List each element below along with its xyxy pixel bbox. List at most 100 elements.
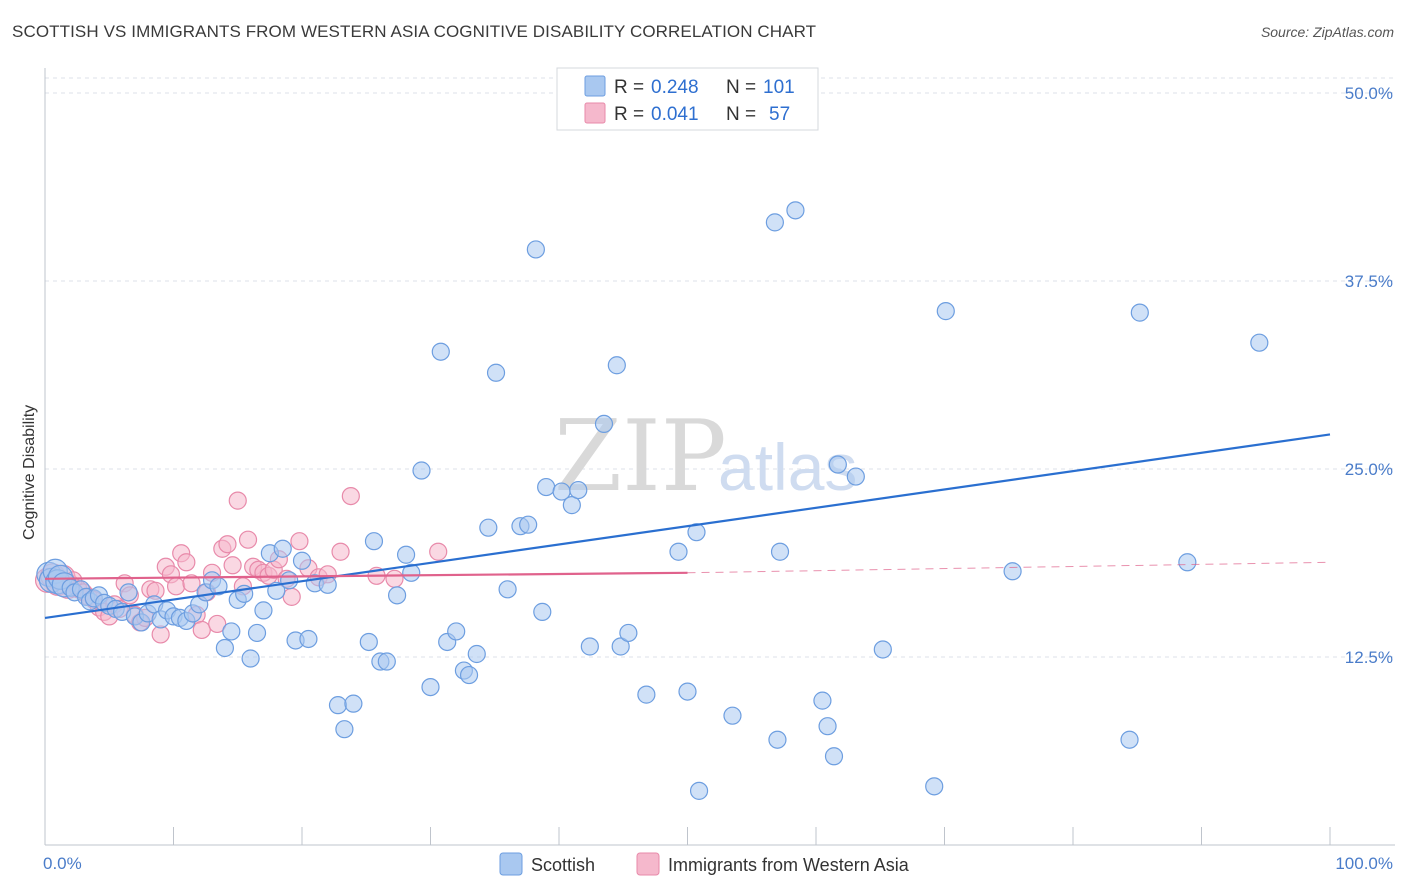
chart-title: SCOTTISH VS IMMIGRANTS FROM WESTERN ASIA… [12, 22, 817, 41]
scottish-point-88 [723, 706, 742, 725]
scottish-point-94 [818, 717, 837, 736]
scottish-point-42 [280, 571, 299, 590]
watermark: ZIP atlas [554, 400, 857, 514]
western-asia-point-25 [166, 577, 186, 596]
scottish-point-52 [364, 532, 384, 551]
scottish-point-54 [377, 652, 396, 671]
legend-r-label-scottish: R = [614, 77, 644, 98]
scottish-point-56 [396, 545, 416, 564]
western-asia-point-36 [223, 556, 242, 575]
scottish-point-58 [412, 461, 431, 480]
scottish-point-93 [813, 691, 832, 710]
western-asia-point-30 [192, 620, 211, 640]
scottish-point-75 [562, 496, 581, 515]
scottish-point-77 [580, 637, 599, 656]
legend-n-value-western-asia: 57 [769, 104, 790, 125]
bottom-legend-swatch-western-asia [636, 852, 660, 876]
scottish-point-62 [447, 622, 466, 641]
scottish-point-32 [215, 638, 234, 658]
scottish-point-37 [247, 623, 267, 643]
legend-r-value-western-asia: 0.041 [651, 104, 699, 125]
y-tick-label-1: 25.0% [1345, 460, 1393, 479]
y-tick-label-2: 37.5% [1345, 272, 1393, 291]
scottish-point-99 [925, 777, 944, 796]
scottish-point-70 [519, 515, 538, 534]
scottish-point-98 [873, 640, 892, 659]
legend-n-label-western-asia: N = [726, 104, 756, 125]
scottish-point-65 [467, 644, 486, 664]
scottish-point-68 [498, 580, 517, 599]
trendline-western-asia-extension [687, 561, 1331, 574]
scottish-point-76 [569, 480, 588, 500]
scottish-point-36 [241, 649, 260, 668]
western-asia-point-35 [218, 535, 237, 554]
scottish-point-50 [344, 694, 363, 713]
top-legend: R = 0.248 N = 101 R = 0.041 N = 57 [556, 67, 819, 131]
legend-n-value-scottish: 101 [763, 77, 795, 98]
axes [44, 68, 1395, 846]
western-asia-point-52 [331, 542, 350, 561]
western-asia-point-28 [182, 574, 201, 593]
scottish-point-90 [768, 730, 787, 749]
scottish-point-101 [1003, 562, 1022, 581]
trendline-western-asia [44, 571, 688, 580]
scottish-point-44 [292, 551, 312, 570]
scottish-point-33 [222, 622, 241, 641]
scottish-point-66 [479, 518, 498, 537]
trendlines [44, 433, 1331, 619]
scottish-point-97 [846, 467, 865, 486]
scottish-point-85 [678, 682, 697, 701]
scottish-point-71 [526, 240, 545, 259]
series-immigrants-western-asia-points [34, 486, 448, 644]
western-asia-point-55 [385, 569, 404, 588]
scottish-point-48 [328, 696, 348, 715]
legend-r-label-western-asia: R = [614, 104, 644, 125]
source-credit: Source: ZipAtlas.com [1260, 24, 1394, 40]
x-tick-label-min: 0.0% [43, 854, 82, 873]
legend-swatch-western-asia [584, 102, 606, 124]
bottom-legend-label-scottish: Scottish [531, 855, 595, 875]
scottish-point-81 [611, 637, 630, 656]
trendline-scottish [44, 433, 1331, 619]
scottish-point-73 [537, 477, 556, 497]
western-asia-point-56 [429, 542, 448, 561]
y-axis-label: Cognitive Disability [21, 405, 38, 540]
scottish-point-57 [402, 563, 421, 582]
scottish-point-17 [119, 583, 138, 602]
scottish-point-55 [387, 586, 407, 605]
scottish-point-45 [299, 629, 318, 649]
scottish-point-80 [607, 356, 626, 375]
scottish-point-82 [619, 623, 638, 643]
bottom-legend: Scottish Immigrants from Western Asia [499, 852, 910, 876]
y-tick-labels: 12.5% 25.0% 37.5% 50.0% [1345, 84, 1393, 667]
bottom-legend-swatch-scottish [499, 852, 523, 876]
scottish-point-38 [254, 601, 273, 620]
scottish-point-100 [936, 302, 955, 321]
scottish-point-87 [689, 781, 709, 800]
scottish-point-105 [1250, 333, 1269, 352]
scottish-point-92 [786, 201, 805, 220]
y-tick-label-0: 12.5% [1345, 648, 1393, 667]
scottish-point-72 [533, 602, 552, 621]
scottish-point-89 [765, 213, 784, 232]
scottish-point-86 [687, 523, 706, 542]
scottish-point-95 [824, 747, 844, 766]
scottish-point-59 [421, 677, 440, 697]
bottom-legend-label-western-asia: Immigrants from Western Asia [668, 855, 910, 875]
x-tick-labels: 0.0% 100.0% [43, 854, 1393, 873]
scottish-point-41 [273, 539, 292, 558]
scottish-point-103 [1130, 303, 1149, 322]
legend-swatch-scottish [584, 75, 606, 97]
scottish-point-78 [594, 414, 614, 434]
western-asia-point-33 [208, 614, 227, 634]
western-asia-point-27 [177, 553, 196, 572]
western-asia-point-53 [341, 486, 360, 506]
scottish-point-67 [486, 363, 506, 382]
scottish-point-64 [459, 665, 479, 685]
scottish-point-96 [828, 455, 847, 474]
scottish-point-91 [770, 542, 790, 561]
scottish-point-102 [1120, 730, 1139, 749]
legend-r-value-scottish: 0.248 [651, 77, 699, 98]
western-asia-point-47 [282, 587, 301, 606]
